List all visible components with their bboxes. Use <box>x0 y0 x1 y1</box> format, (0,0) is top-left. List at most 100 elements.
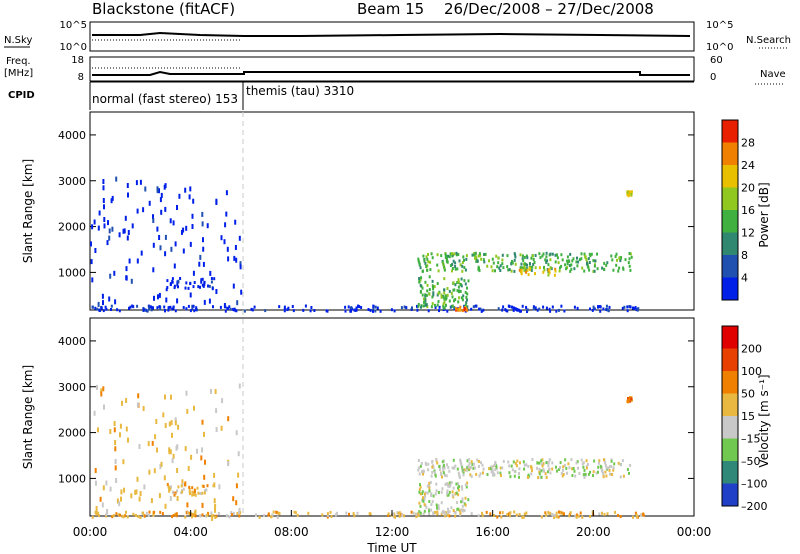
velocity-data-cell <box>457 488 460 492</box>
power-data-cell <box>490 265 493 269</box>
velocity-ytick-label: 4000 <box>58 335 86 348</box>
power-data-cell <box>628 264 631 268</box>
velocity-data-cell <box>166 483 169 487</box>
velocity-data-cell <box>459 461 462 465</box>
velocity-data-cell <box>194 514 197 518</box>
velocity-data-cell <box>431 460 434 463</box>
velocity-data-cell <box>113 427 116 433</box>
power-data-cell <box>374 309 377 313</box>
velocity-data-cell <box>196 448 198 454</box>
power-data-cell <box>586 265 589 269</box>
velocity-data-cell <box>201 491 204 495</box>
power-data-cell <box>417 257 420 261</box>
power-data-cell <box>623 305 626 309</box>
velocity-data-cell <box>501 511 504 515</box>
power-data-cell <box>440 293 443 297</box>
power-data-cell <box>618 266 621 270</box>
velocity-data-cell <box>546 461 549 465</box>
power-data-cell <box>164 234 167 240</box>
velocity-data-cell <box>587 472 590 476</box>
power-data-cell <box>125 266 128 272</box>
velocity-data-cell <box>541 462 544 466</box>
velocity-data-cell <box>148 510 151 514</box>
power-data-cell <box>172 305 175 309</box>
power-data-cell <box>528 266 531 270</box>
power-data-cell <box>425 293 428 297</box>
power-data-cell <box>445 255 448 259</box>
velocity-data-cell <box>440 501 443 505</box>
power-data-cell <box>466 286 468 290</box>
power-data-cell <box>153 295 155 301</box>
power-data-cell <box>538 252 541 256</box>
power-data-cell <box>226 246 229 252</box>
power-data-cell <box>461 261 464 264</box>
velocity-data-cell <box>444 512 447 516</box>
velocity-data-cell <box>540 475 543 479</box>
power-data-cell <box>195 306 198 310</box>
power-data-cell <box>462 255 465 259</box>
power-data-cell <box>91 224 94 230</box>
velocity-data-cell <box>437 504 440 508</box>
power-data-cell <box>483 253 486 256</box>
power-data-cell <box>554 253 557 257</box>
velocity-data-cell <box>515 464 518 468</box>
velocity-data-cell <box>428 486 431 490</box>
velocity-data-cell <box>622 474 625 478</box>
power-data-cell <box>608 305 611 309</box>
velocity-data-cell <box>204 459 206 465</box>
velocity-data-cell <box>392 512 395 516</box>
power-data-cell <box>421 293 424 297</box>
velocity-data-cell <box>136 476 139 482</box>
power-data-cell <box>210 277 213 280</box>
velocity-data-cell <box>170 485 172 489</box>
velocity-data-cell <box>581 515 584 519</box>
power-data-cell <box>150 305 153 309</box>
power-data-cell <box>583 269 586 273</box>
velocity-data-cell <box>538 472 541 476</box>
velocity-data-cell <box>470 460 473 464</box>
velocity-data-cell <box>551 461 554 465</box>
power-data-cell <box>442 295 445 299</box>
power-data-cell <box>97 301 100 307</box>
velocity-data-cell <box>326 513 329 517</box>
velocity-data-cell <box>454 511 457 515</box>
velocity-data-cell <box>441 475 443 479</box>
velocity-data-cell <box>345 511 348 515</box>
velocity-data-cell <box>468 462 471 466</box>
power-data-cell <box>545 255 548 259</box>
velocity-data-cell <box>582 465 585 469</box>
power-data-cell <box>523 255 526 259</box>
power-data-cell <box>599 305 602 309</box>
power-data-cell <box>585 258 588 262</box>
power-data-cell <box>203 280 206 284</box>
velocity-data-cell <box>109 429 112 434</box>
velocity-data-cell <box>202 485 205 488</box>
velocity-data-cell <box>95 506 98 511</box>
power-data-cell <box>192 285 195 289</box>
power-data-cell <box>233 255 236 261</box>
power-data-cell <box>614 255 617 258</box>
velocity-data-cell <box>214 503 217 509</box>
velocity-data-cell <box>190 454 193 460</box>
velocity-data-cell <box>387 512 390 516</box>
velocity-data-cell <box>231 513 233 517</box>
power-data-cell <box>530 256 533 260</box>
power-data-cell <box>179 277 182 280</box>
velocity-colorbar-label: Velocity [m s⁻¹] <box>757 374 771 467</box>
power-data-cell <box>603 261 606 265</box>
velocity-data-cell <box>170 420 173 426</box>
power-data-cell <box>426 264 429 268</box>
velocity-y-ticks: 1000 2000 3000 4000 <box>58 335 694 485</box>
velocity-data-cell <box>191 493 194 497</box>
power-data-cell <box>451 262 454 266</box>
velocity-data-cell <box>542 468 545 471</box>
velocity-data-cell <box>106 509 109 514</box>
power-data-cell <box>606 261 609 265</box>
power-data-cell <box>508 268 511 272</box>
power-data-cell <box>159 197 162 203</box>
power-data-cell <box>430 305 433 309</box>
power-data-cell <box>514 255 517 259</box>
power-data-cell <box>239 264 242 270</box>
power-data-cell <box>187 286 190 290</box>
power-data-cell <box>548 268 551 272</box>
